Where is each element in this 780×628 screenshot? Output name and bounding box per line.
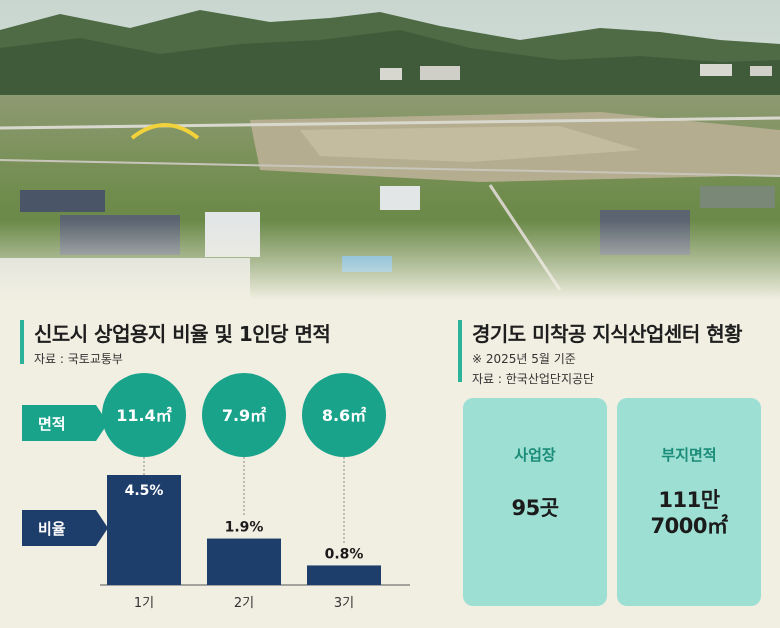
category-label: 1기 [134,596,154,610]
card-value: 95곳 [511,495,559,521]
left-panel-source: 자료 : 국토교통부 [34,352,123,366]
right-panel-source: 자료 : 한국산업단지공단 [472,372,595,386]
area-value-label: 11.4㎡ [116,406,171,425]
card-value-line: 111만 [658,488,720,512]
site-area-card: 부지면적 111만 7000㎡ [617,398,761,606]
ratio-bar [307,565,381,585]
card-value-line: 95곳 [511,496,559,520]
left-title-accent-bar [20,320,24,364]
category-label: 2기 [234,596,254,610]
card-value-line: 7000㎡ [650,514,728,539]
ratio-value-label: 4.5% [125,483,164,499]
ratio-value-label: 1.9% [225,520,264,536]
right-panel-title: 경기도 미착공 지식산업센터 현황 [472,322,743,346]
area-value-label: 8.6㎡ [322,406,366,425]
right-panel-note: ※ 2025년 5월 기준 [472,352,576,366]
ratio-value-label: 0.8% [325,546,364,562]
area-tag-label: 면적 [38,414,66,433]
aerial-photo [0,0,780,300]
workplace-count-card: 사업장 95곳 [463,398,607,606]
category-label: 3기 [334,596,354,610]
right-title-accent-bar [458,320,462,382]
commercial-land-chart: 11.4㎡ 4.5% 1기 7.9㎡ 1.9% 2기 8.6㎡ 0.8% 3기 [100,373,410,610]
area-circle [202,373,286,457]
left-panel-title: 신도시 상업용지 비율 및 1인당 면적 [34,322,331,346]
ratio-bar [207,538,281,585]
ratio-tag: 비율 [22,510,108,546]
card-label: 부지면적 [661,446,717,464]
ratio-tag-label: 비율 [38,519,66,538]
card-value: 111만 7000㎡ [651,487,728,540]
card-label: 사업장 [514,446,556,464]
area-circle [102,373,186,457]
ratio-bar [107,475,181,585]
area-value-label: 7.9㎡ [222,406,266,425]
area-circle [302,373,386,457]
area-tag: 면적 [22,405,108,441]
